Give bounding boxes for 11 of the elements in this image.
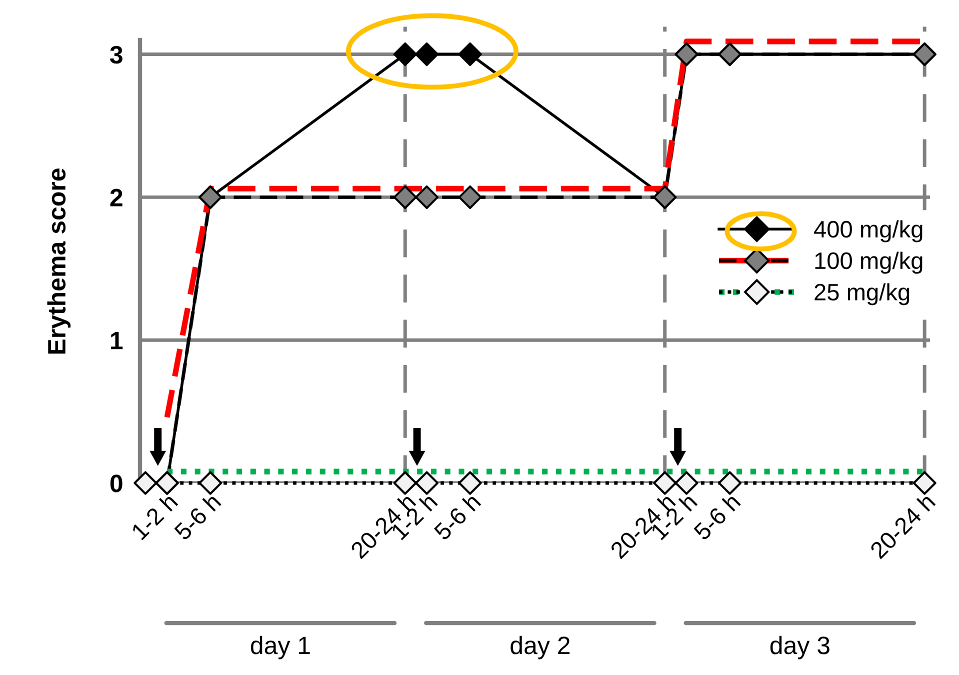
y-tick-label: 0 (110, 474, 122, 492)
y-tick-label: 3 (110, 46, 122, 64)
legend-label: 400 mg/kg (814, 220, 922, 242)
y-tick-label: 1 (111, 332, 123, 350)
text: day 3 (770, 636, 830, 660)
y-axis-title: Erythema score (47, 168, 71, 354)
legend-label: 100 mg/kg (815, 252, 922, 274)
y-tick-label: 2 (110, 188, 122, 206)
legend-label: 25 mg/kg (814, 283, 910, 306)
text: day 2 (510, 636, 570, 660)
text: day 1 (250, 636, 310, 660)
